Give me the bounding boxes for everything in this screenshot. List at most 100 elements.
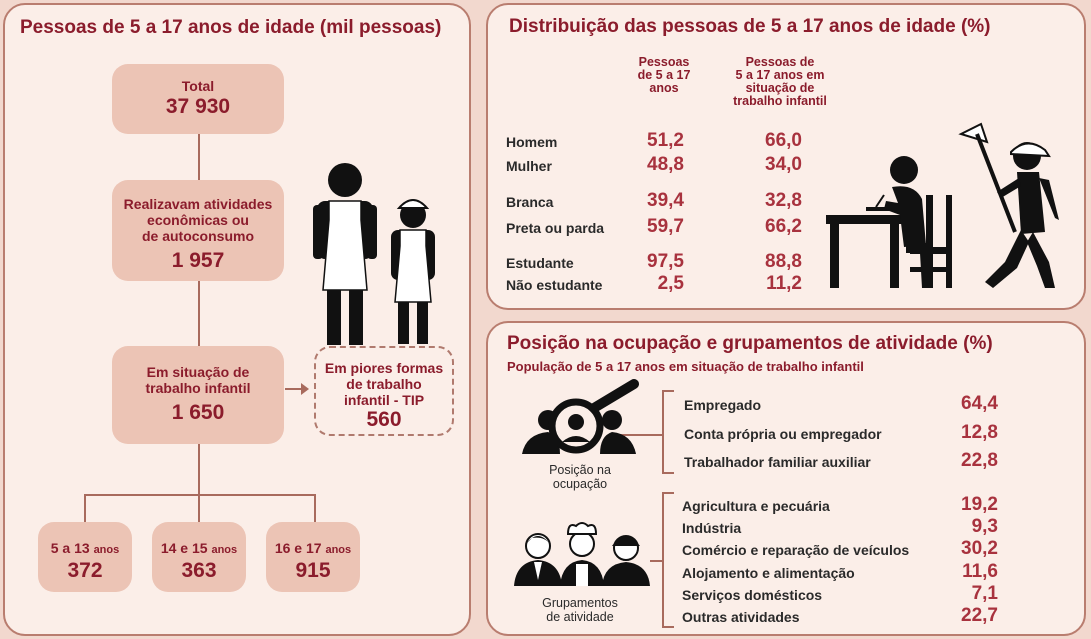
age-group-box: 5 a 13 anos 372 — [38, 522, 132, 592]
age-group-label: 14 e 15 — [160, 540, 208, 556]
bracket — [662, 492, 664, 628]
age-group-box: 16 e 17 anos 915 — [266, 522, 360, 592]
position-value: 64,4 — [961, 393, 998, 414]
row-value-all: 97,5 — [647, 251, 684, 272]
position-label: Conta própria ou empregador — [684, 426, 882, 442]
row-value-child-labor: 11,2 — [766, 273, 802, 294]
row-value-child-labor: 66,0 — [765, 130, 802, 151]
caption-line: de atividade — [546, 610, 614, 624]
column-header-line: 5 a 17 anos em — [735, 68, 825, 82]
total-label: Total — [181, 78, 215, 94]
connector — [84, 494, 316, 496]
activities-label-1: Realizavam atividades — [123, 196, 273, 212]
activity-value: 7,1 — [971, 583, 998, 604]
column-header-line: trabalho infantil — [733, 94, 827, 108]
row-value-all: 59,7 — [647, 216, 684, 237]
column-header-line: de 5 a 17 — [637, 68, 691, 82]
connector — [314, 494, 316, 522]
connector — [198, 133, 200, 181]
caption-line: Grupamentos — [542, 596, 618, 610]
activities-label-3: de autoconsumo — [141, 228, 254, 244]
left-panel-title: Pessoas de 5 a 17 anos de idade (mil pes… — [20, 17, 442, 38]
row-label: Estudante — [506, 255, 574, 271]
column-header-child-labor: Pessoas de 5 a 17 anos em situação de tr… — [714, 56, 846, 108]
bracket — [620, 434, 662, 436]
activity-value: 11,6 — [962, 561, 998, 582]
age-group-value: 363 — [181, 559, 217, 582]
bracket — [662, 492, 674, 494]
age-group-value: 915 — [295, 559, 331, 582]
child-with-hoe-icon — [958, 122, 1059, 288]
activity-value: 9,3 — [971, 516, 998, 537]
row-value-all: 39,4 — [647, 190, 684, 211]
magnifier-person-icon — [522, 379, 639, 454]
connector — [198, 280, 200, 347]
age-group-label: 16 e 17 — [274, 540, 322, 556]
bracket — [662, 472, 674, 474]
age-group-value: 372 — [67, 559, 103, 582]
age-group-label: 5 a 13 — [50, 540, 90, 556]
tip-label-2: de trabalho — [346, 376, 422, 392]
position-label: Trabalhador familiar auxiliar — [684, 454, 871, 470]
bracket — [650, 560, 662, 562]
tip-box: Em piores formas de trabalho infantil - … — [314, 346, 454, 436]
total-box: Total 37 930 — [112, 64, 284, 134]
row-value-all: 2,5 — [657, 273, 684, 294]
activity-label: Outras atividades — [682, 609, 800, 625]
activity-label: Serviços domésticos — [682, 587, 823, 603]
row-value-child-labor: 88,8 — [765, 251, 802, 272]
activity-label: Comércio e reparação de veículos — [682, 542, 910, 558]
activities-value: 1 957 — [171, 249, 225, 272]
total-value: 37 930 — [165, 95, 231, 118]
position-value: 12,8 — [961, 422, 998, 443]
arrow-head-icon — [301, 383, 309, 395]
student-at-desk-icon — [826, 156, 952, 288]
row-value-all: 48,8 — [647, 154, 684, 175]
column-header-all: Pessoas de 5 a 17 anos — [622, 56, 706, 95]
column-header-line: Pessoas — [638, 55, 690, 69]
bracket — [662, 390, 664, 474]
child-labor-value: 1 650 — [171, 401, 225, 424]
row-label: Mulher — [506, 158, 552, 174]
age-group-unit: anos — [211, 544, 238, 556]
child-labor-box: Em situação de trabalho infantil 1 650 — [112, 346, 284, 444]
activity-label: Agricultura e pecuária — [682, 498, 830, 514]
age-group-unit: anos — [325, 544, 352, 556]
workers-group-icon — [514, 522, 650, 586]
row-label: Não estudante — [506, 277, 603, 293]
tip-value: 560 — [366, 408, 402, 431]
activity-label: Indústria — [682, 520, 742, 536]
connector — [198, 444, 200, 494]
row-label: Branca — [506, 194, 554, 210]
tip-label-3: infantil - TIP — [343, 392, 425, 408]
child-labor-label-1: Em situação de — [146, 364, 250, 380]
row-value-all: 51,2 — [647, 130, 684, 151]
activities-label-2: econômicas ou — [147, 212, 249, 228]
activities-box: Realizavam atividades econômicas ou de a… — [112, 180, 284, 281]
row-value-child-labor: 34,0 — [765, 154, 802, 175]
connector-arrow — [285, 388, 303, 390]
caption-line: ocupação — [552, 477, 608, 491]
tip-label-1: Em piores formas — [324, 360, 444, 376]
row-value-child-labor: 32,8 — [765, 190, 802, 211]
bracket — [662, 626, 674, 628]
activity-label: Alojamento e alimentação — [682, 565, 855, 581]
bracket — [662, 390, 674, 392]
distribution-panel-title: Distribuição das pessoas de 5 a 17 anos … — [509, 16, 991, 37]
activity-value: 30,2 — [961, 538, 998, 559]
occupation-panel-subtitle: População de 5 a 17 anos em situação de … — [507, 359, 864, 374]
caption-line: Posição na — [549, 463, 611, 477]
activity-value: 22,7 — [961, 605, 998, 626]
position-caption: Posição na ocupação — [526, 463, 634, 491]
position-value: 22,8 — [961, 450, 998, 471]
row-label: Preta ou parda — [506, 220, 605, 236]
connector — [84, 494, 86, 522]
age-group-unit: anos — [93, 544, 120, 556]
age-group-box: 14 e 15 anos 363 — [152, 522, 246, 592]
child-labor-label-2: trabalho infantil — [145, 380, 251, 396]
row-label: Homem — [506, 134, 558, 150]
position-label: Empregado — [684, 397, 762, 413]
row-value-child-labor: 66,2 — [765, 216, 802, 237]
activity-value: 19,2 — [961, 494, 998, 515]
groups-caption: Grupamentos de atividade — [526, 596, 634, 624]
